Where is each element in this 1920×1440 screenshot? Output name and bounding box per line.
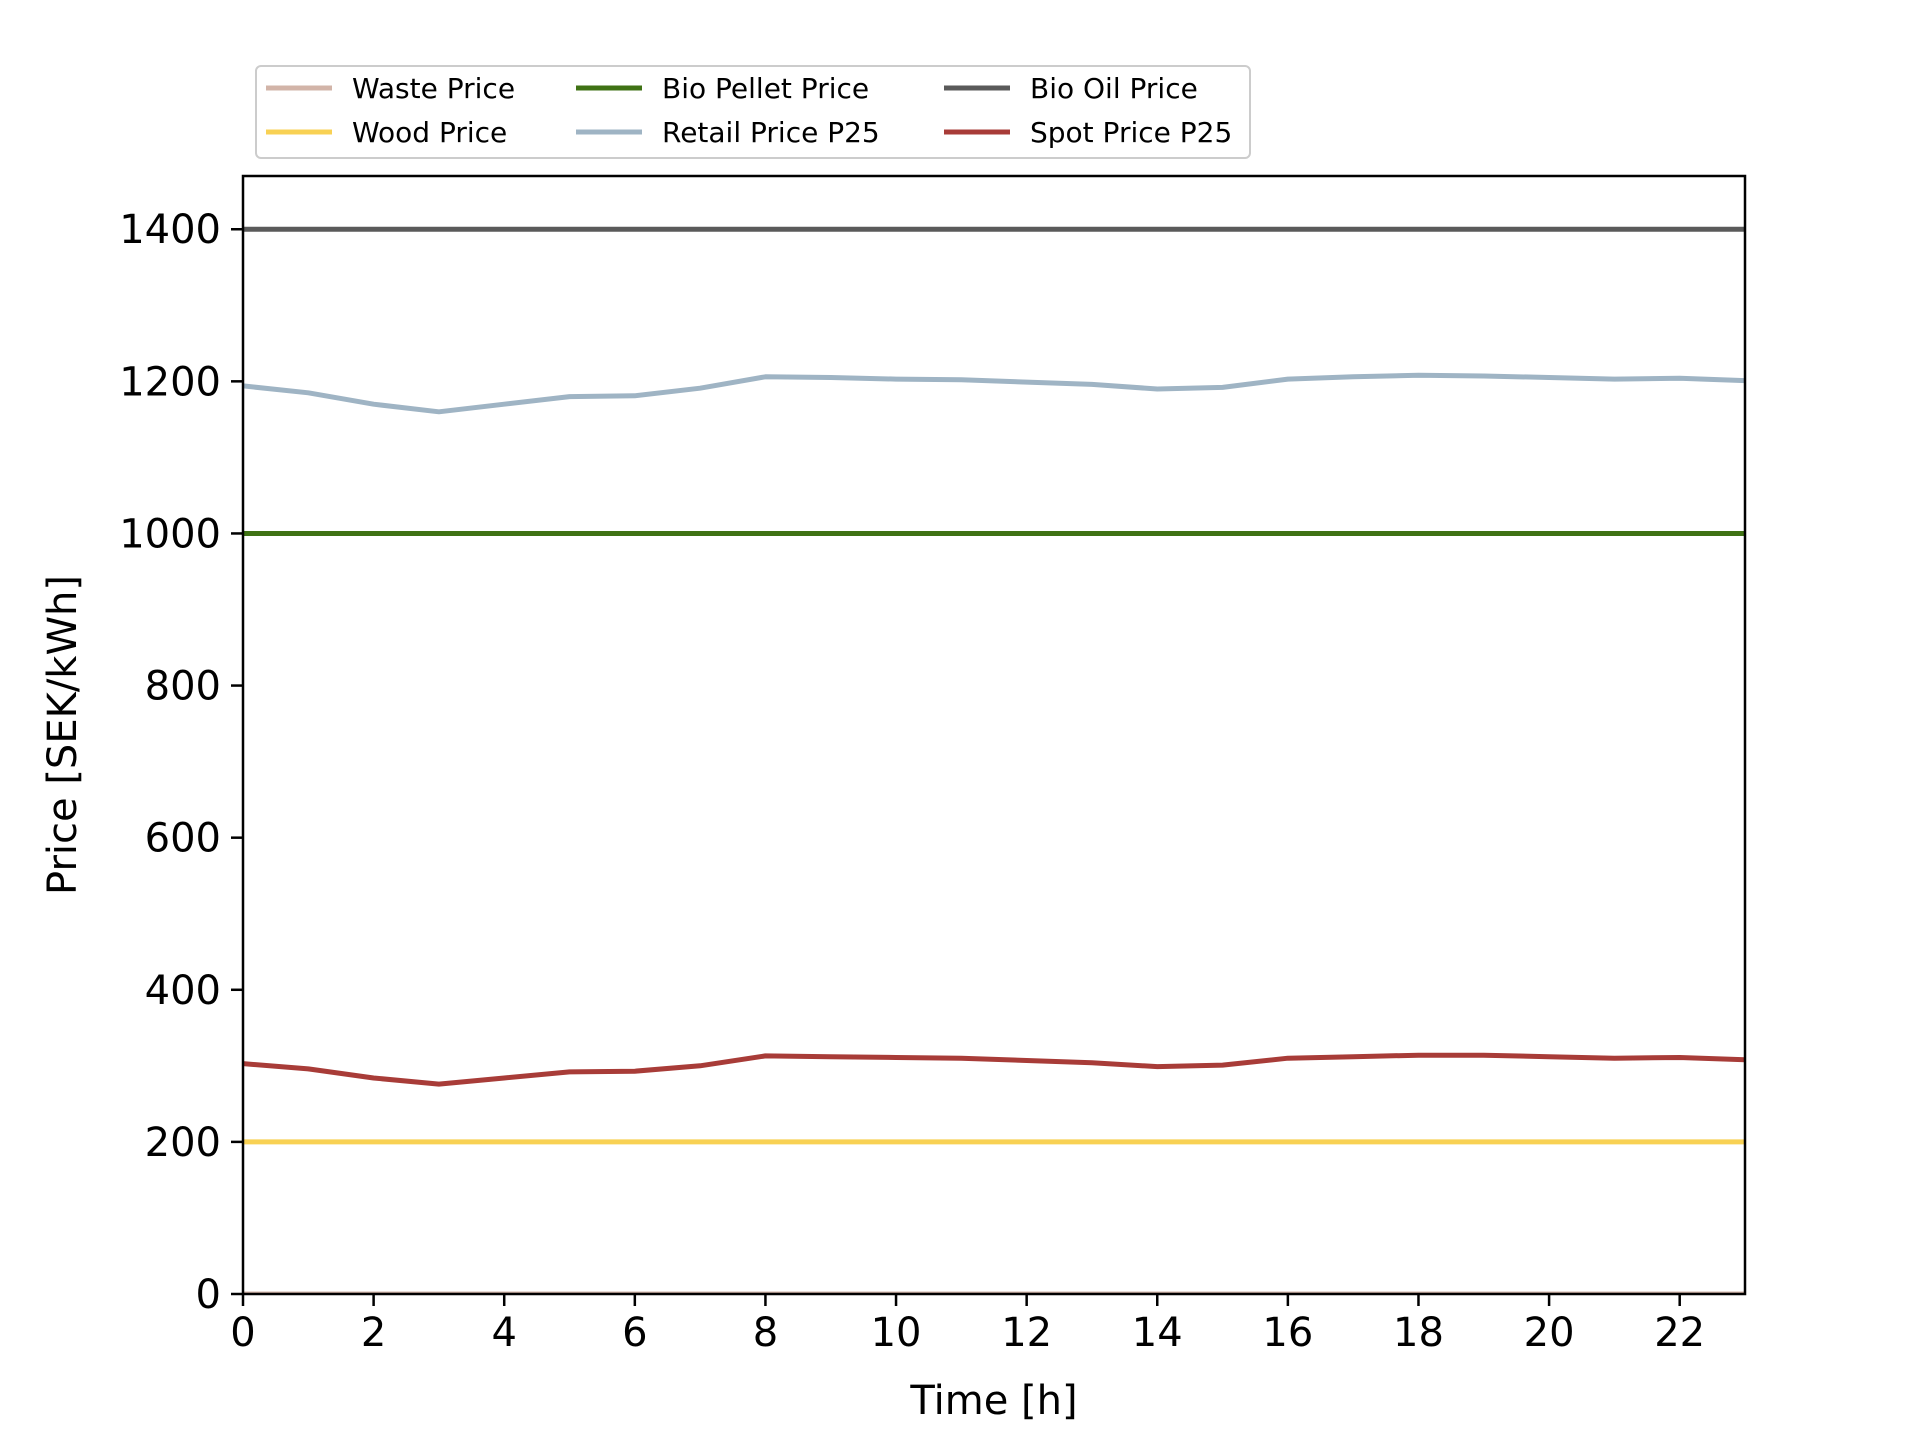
x-tick-label: 4 — [491, 1310, 516, 1356]
legend-label: Bio Oil Price — [1030, 72, 1198, 105]
legend-label: Spot Price P25 — [1030, 116, 1232, 149]
x-tick-label: 20 — [1524, 1310, 1575, 1356]
x-tick-label: 10 — [871, 1310, 922, 1356]
legend-entry-wood-price: Wood Price — [266, 116, 507, 149]
series-line-retail-price-p25 — [243, 372, 1745, 415]
series-layer — [243, 226, 1745, 1294]
plot-frame — [241, 174, 1747, 1296]
x-tick-label: 16 — [1262, 1310, 1313, 1356]
y-tick-label: 0 — [196, 1272, 221, 1318]
legend-label: Wood Price — [352, 116, 507, 149]
y-axis-ticks: 0 200 400 600 800 1000 1200 1400 — [119, 207, 243, 1318]
x-tick-label: 18 — [1393, 1310, 1444, 1356]
x-tick-label: 22 — [1654, 1310, 1705, 1356]
legend-label: Retail Price P25 — [662, 116, 880, 149]
x-tick-label: 12 — [1001, 1310, 1052, 1356]
x-tick-label: 14 — [1132, 1310, 1183, 1356]
x-axis-label: Time [h] — [909, 1378, 1077, 1424]
legend-entry-retail-price-p25: Retail Price P25 — [576, 116, 880, 149]
y-tick-label: 1200 — [119, 359, 221, 405]
legend-label: Bio Pellet Price — [662, 72, 869, 105]
y-tick-label: 400 — [145, 968, 221, 1014]
legend-entry-bio-pellet-price: Bio Pellet Price — [576, 72, 869, 105]
x-tick-label: 8 — [753, 1310, 778, 1356]
y-axis-label: Price [SEK/kWh] — [40, 575, 86, 895]
x-tick-label: 2 — [361, 1310, 386, 1356]
legend-entry-waste-price: Waste Price — [266, 72, 515, 105]
legend-entries: Waste Price Wood Price Bio Pellet Price Ret… — [266, 72, 1232, 149]
y-tick-label: 200 — [145, 1120, 221, 1166]
x-tick-label: 6 — [622, 1310, 647, 1356]
y-tick-label: 1000 — [119, 511, 221, 557]
legend: Waste Price Wood Price Bio Pellet Price Ret… — [255, 65, 1251, 159]
x-axis-ticks: 0 2 4 6 8 10 12 14 16 18 20 22 — [230, 1294, 1705, 1356]
legend-entry-bio-oil-price: Bio Oil Price — [944, 72, 1198, 105]
x-tick-label: 0 — [230, 1310, 255, 1356]
y-tick-label: 800 — [145, 664, 221, 710]
y-tick-label: 600 — [145, 816, 221, 862]
legend-entry-spot-price-p25: Spot Price P25 — [944, 116, 1232, 149]
y-tick-label: 1400 — [119, 207, 221, 253]
legend-label: Waste Price — [352, 72, 515, 105]
series-line-spot-price-p25 — [243, 1052, 1745, 1087]
